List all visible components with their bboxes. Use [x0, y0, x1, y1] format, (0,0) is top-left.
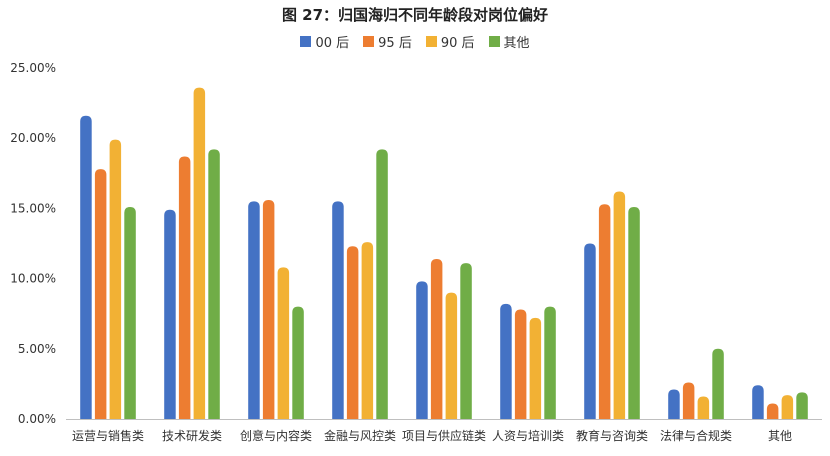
bar: [445, 292, 458, 419]
legend-label: 其他: [503, 36, 530, 51]
bar: [682, 382, 695, 419]
bar: [277, 267, 290, 419]
bar: [430, 258, 443, 419]
y-tick-label: 5.00%: [18, 342, 56, 356]
bar: [292, 306, 304, 419]
chart-title: 图 27：归国海归不同年龄段对岗位偏好: [281, 6, 549, 24]
y-tick-label: 25.00%: [10, 61, 56, 75]
x-category-label: 教育与咨询类: [576, 428, 648, 443]
y-tick-label: 15.00%: [10, 201, 56, 215]
legend-swatch: [300, 36, 312, 47]
bar: [346, 246, 359, 419]
legend-item: 00 后: [300, 32, 349, 51]
bar: [109, 139, 122, 419]
legend-label: 00 后: [315, 36, 350, 51]
bar: [208, 149, 220, 419]
bar: [332, 201, 344, 419]
bar: [529, 317, 542, 419]
legend-label: 95 后: [378, 36, 412, 51]
bar: [766, 403, 779, 419]
x-category-label: 人资与培训类: [492, 428, 564, 443]
x-category-label: 法律与合规类: [660, 428, 732, 443]
x-category-label: 运营与销售类: [72, 428, 144, 443]
bar: [460, 263, 472, 419]
legend-swatch: [425, 36, 437, 47]
y-tick-label: 0.00%: [18, 412, 56, 426]
bar: [752, 385, 764, 419]
bar: [514, 309, 527, 419]
bar: [613, 191, 626, 419]
bar: [193, 87, 206, 419]
bar: [668, 389, 680, 419]
legend-item: 其他: [488, 32, 530, 51]
bar: [781, 395, 794, 419]
legend-label: 90 后: [440, 36, 475, 51]
bar: [628, 206, 640, 419]
bar: [598, 204, 611, 419]
bar: [164, 209, 176, 419]
legend-item: 90 后: [425, 32, 475, 51]
bar: [361, 242, 374, 419]
y-tick-label: 20.00%: [10, 131, 56, 145]
bar: [697, 396, 710, 419]
x-category-label: 技术研发类: [162, 428, 222, 443]
legend-item: 95 后: [363, 32, 412, 51]
bar: [584, 243, 596, 419]
chart-legend: 00 后 95 后 90 后 其他: [0, 32, 830, 51]
bar: [796, 392, 808, 419]
bar: [500, 303, 512, 419]
bar: [178, 156, 191, 419]
x-category-label: 项目与供应链类: [402, 428, 486, 443]
bar: [712, 348, 724, 419]
bar: [248, 201, 260, 419]
bar: [80, 115, 92, 420]
x-category-label: 金融与风控类: [324, 428, 396, 443]
x-category-label: 创意与内容类: [240, 428, 312, 443]
bar: [262, 199, 275, 419]
bar: [376, 149, 388, 419]
legend-swatch: [488, 36, 500, 47]
bar: [416, 281, 428, 419]
bar: [124, 206, 136, 419]
x-category-label: 其他: [768, 429, 792, 443]
legend-swatch: [363, 36, 375, 47]
bar: [544, 306, 556, 419]
y-tick-label: 10.00%: [10, 272, 56, 286]
bar: [94, 169, 107, 419]
